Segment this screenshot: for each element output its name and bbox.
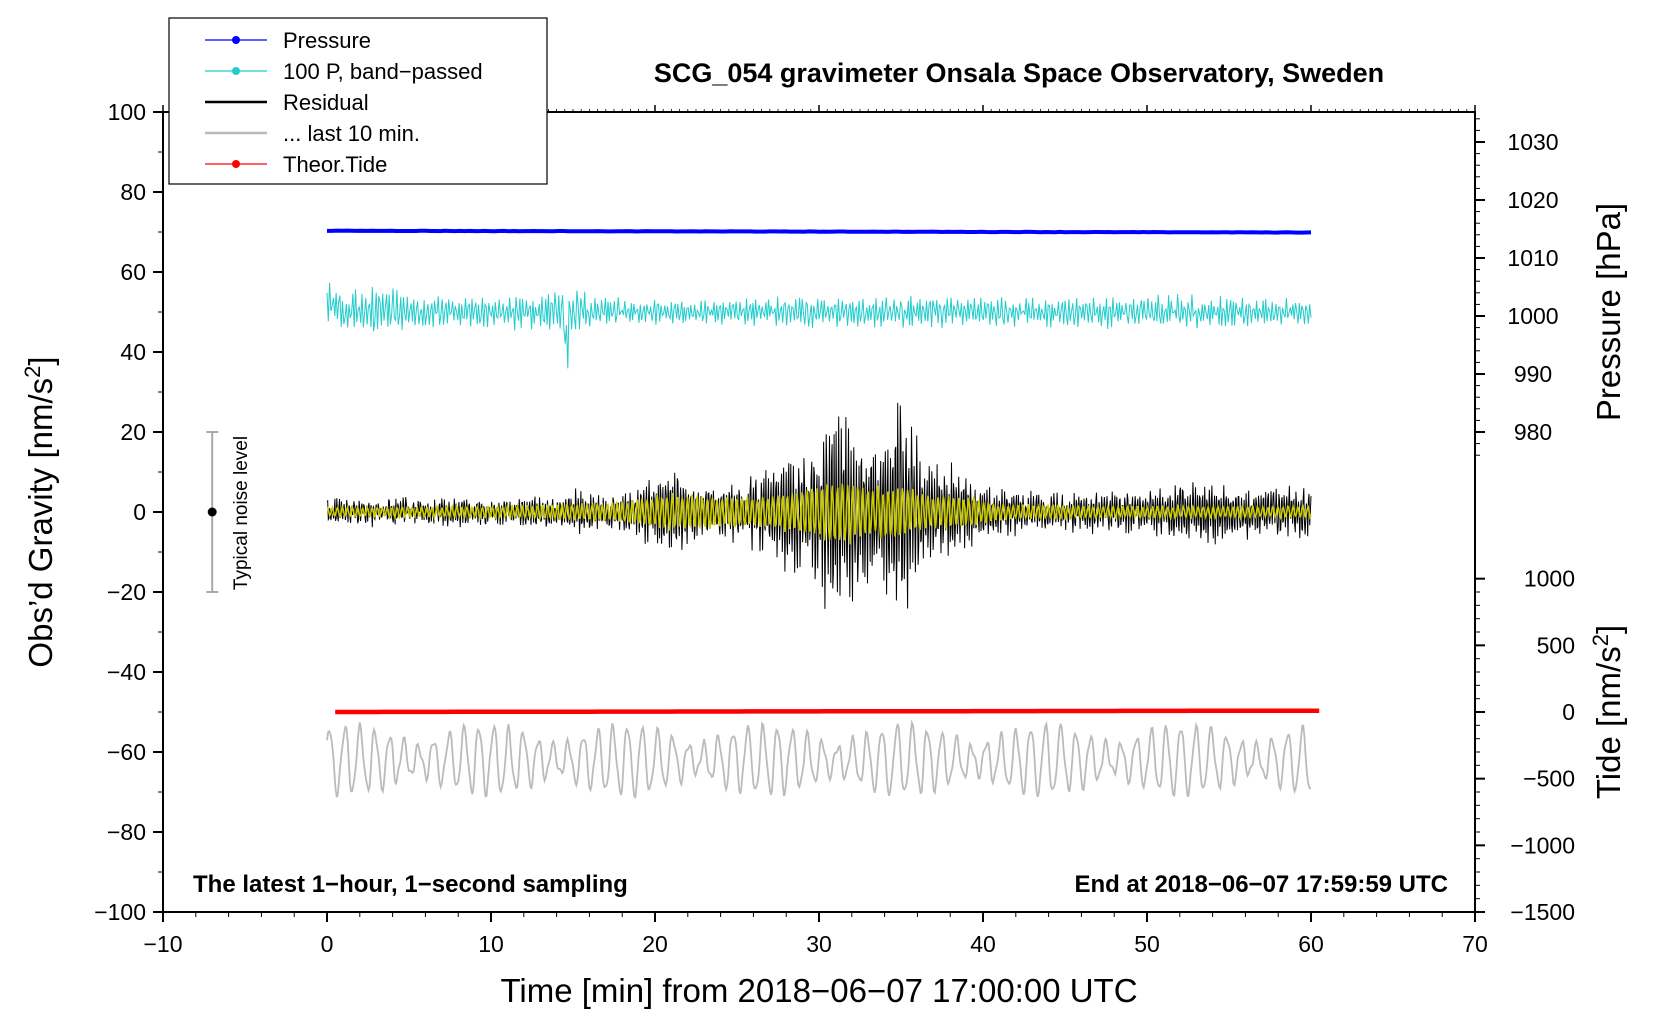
tide-tick-label: 0 xyxy=(1562,699,1575,725)
noise-level-indicator xyxy=(206,431,219,593)
y-tick-label: −80 xyxy=(107,819,146,845)
legend-marker xyxy=(232,36,240,44)
y-tick-label: −20 xyxy=(107,579,146,605)
legend: Pressure 100 P, band−passed Residual ... la… xyxy=(168,17,548,185)
tide-tick-label: 1000 xyxy=(1524,566,1575,592)
series-theoretical-tide-line xyxy=(335,708,1320,715)
annotation-end-time: End at 2018−06−07 17:59:59 UTC xyxy=(1074,871,1448,898)
y-axis-label-pressure: Pressure [hPa] xyxy=(1590,203,1627,421)
pressure-tick-label: 1000 xyxy=(1507,303,1558,329)
annotation-sampling: The latest 1−hour, 1−second sampling xyxy=(193,871,628,898)
legend-marker xyxy=(232,67,240,75)
series-layer xyxy=(326,228,1320,799)
y-axis-label-gravity: Obs’d Gravity [nm/s2] xyxy=(20,356,59,667)
y-axis-label-tide: Tide [nm/s2] xyxy=(1588,625,1627,799)
y-axis-tide: 1000 500 0 −500 −1000 −1500 xyxy=(1475,566,1575,925)
noise-bar-center-dot xyxy=(207,507,217,517)
y-axis-label-tide-sup: 2 xyxy=(1588,634,1613,646)
y-tick-label: 60 xyxy=(120,259,146,285)
pressure-tick-label: 1030 xyxy=(1507,129,1558,155)
series-residual-line xyxy=(326,402,1312,609)
x-tick-label: 40 xyxy=(970,931,996,957)
x-tick-label: 0 xyxy=(321,931,334,957)
series-residual-smoothed-line xyxy=(326,483,1312,545)
x-tick-label: 70 xyxy=(1462,931,1488,957)
y-axis-label-tide-end: ] xyxy=(1590,625,1627,634)
x-tick-label: 30 xyxy=(806,931,832,957)
y-tick-label: 100 xyxy=(108,99,146,125)
chart-title: SCG_054 gravimeter Onsala Space Observat… xyxy=(654,58,1384,88)
x-axis: −10 0 10 20 30 40 50 60 70 xyxy=(143,105,1488,957)
noise-level-label: Typical noise level xyxy=(231,436,252,590)
y-axis-label-gravity-sup: 2 xyxy=(20,366,45,378)
legend-label: 100 P, band−passed xyxy=(283,59,483,84)
series-bandpassed-pressure-line xyxy=(326,282,1312,369)
series-pressure-line xyxy=(327,228,1312,235)
y-tick-label: 40 xyxy=(120,339,146,365)
x-tick-label: 10 xyxy=(478,931,504,957)
y-axis-pressure: 1030 1020 1010 1000 990 980 xyxy=(1475,118,1559,456)
pressure-tick-label: 1020 xyxy=(1507,187,1558,213)
y-tick-label: 80 xyxy=(120,179,146,205)
y-axis-gravity: 100 80 60 40 20 0 −20 −40 −60 −80 −100 xyxy=(94,99,163,925)
legend-label: Residual xyxy=(283,90,369,115)
pressure-tick-label: 1010 xyxy=(1507,245,1558,271)
x-tick-label: −10 xyxy=(143,931,182,957)
y-axis-label-tide-text: Tide [nm/s xyxy=(1590,646,1627,799)
legend-label: Pressure xyxy=(283,28,371,53)
pressure-tick-label: 990 xyxy=(1514,361,1552,387)
x-tick-label: 20 xyxy=(642,931,668,957)
legend-box xyxy=(168,17,548,185)
tide-tick-label: −1000 xyxy=(1510,832,1575,858)
legend-marker xyxy=(232,160,240,168)
x-axis-label: Time [min] from 2018−06−07 17:00:00 UTC xyxy=(500,972,1137,1009)
tide-tick-label: −1500 xyxy=(1510,899,1575,925)
y-tick-label: −40 xyxy=(107,659,146,685)
x-tick-label: 50 xyxy=(1134,931,1160,957)
y-tick-label: 0 xyxy=(133,499,146,525)
y-tick-label: −100 xyxy=(94,899,146,925)
y-tick-label: 20 xyxy=(120,419,146,445)
series-last-10-min-line xyxy=(326,719,1312,799)
x-tick-label: 60 xyxy=(1298,931,1324,957)
y-tick-label: −60 xyxy=(107,739,146,765)
y-axis-label-gravity-text: Obs’d Gravity [nm/s xyxy=(22,378,59,668)
tide-tick-label: 500 xyxy=(1537,632,1575,658)
legend-label: Theor.Tide xyxy=(283,152,387,177)
pressure-tick-label: 980 xyxy=(1514,419,1552,445)
legend-label: ... last 10 min. xyxy=(283,121,420,146)
tide-tick-label: −500 xyxy=(1523,766,1575,792)
y-axis-label-gravity-end: ] xyxy=(22,356,59,365)
